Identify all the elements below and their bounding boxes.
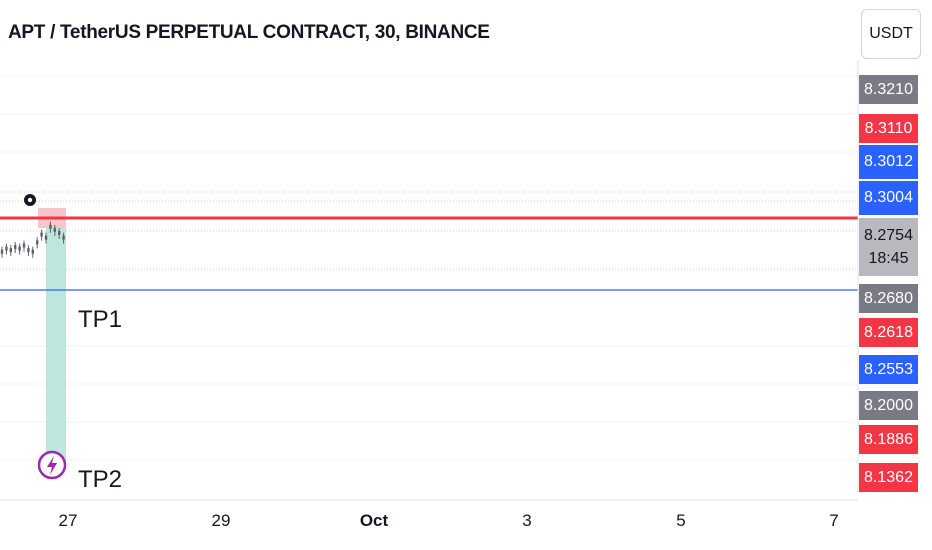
price-scale-label: 8.3210	[859, 75, 918, 104]
price-scale-label: 8.1886	[859, 425, 918, 454]
candle	[44, 235, 48, 240]
candle	[36, 240, 39, 245]
candle	[18, 246, 21, 251]
bar-countdown: 18:45	[868, 250, 909, 267]
candle	[9, 248, 12, 253]
time-axis-label: 3	[522, 511, 532, 530]
grid-lines	[0, 75, 858, 461]
time-axis-label: 27	[58, 511, 78, 530]
price-scale-label: 8.3004	[859, 181, 918, 215]
last-price-value: 8.2754	[864, 227, 913, 244]
time-axis-label: 7	[829, 511, 839, 530]
candle	[40, 232, 43, 237]
candle	[14, 245, 17, 249]
currency-button[interactable]: USDT	[861, 9, 921, 59]
time-axis-label: 29	[211, 511, 231, 530]
lightning-icon[interactable]	[37, 450, 67, 480]
take-profit-zone	[46, 228, 66, 460]
time-axis-label: Oct	[359, 511, 389, 530]
tp2-label: TP2	[78, 466, 123, 493]
candle	[22, 243, 26, 248]
price-scale-label: 8.1362	[859, 463, 918, 492]
price-scale-label: 8.3110	[859, 114, 918, 143]
candle	[0, 249, 4, 254]
time-axis-label: 5	[676, 511, 686, 530]
tp1-label: TP1	[78, 306, 123, 333]
candle	[27, 248, 30, 253]
price-scale-label: 8.2680	[859, 284, 918, 313]
indicator-marker-dot	[27, 197, 33, 203]
last-price-tag: 8.2754 18:45	[859, 218, 918, 276]
price-scale-label: 8.2553	[859, 355, 918, 384]
candle	[62, 235, 65, 240]
candle	[58, 231, 61, 235]
price-scale-label: 8.2618	[859, 318, 918, 347]
chart-title: APT / TetherUS PERPETUAL CONTRACT, 30, B…	[8, 22, 490, 43]
price-series	[0, 221, 65, 258]
candle	[5, 246, 8, 251]
candle	[49, 224, 52, 229]
candle	[53, 227, 56, 232]
price-scale-label: 8.3012	[859, 145, 918, 179]
price-scale-label: 8.2000	[859, 391, 918, 420]
candle	[31, 249, 34, 254]
